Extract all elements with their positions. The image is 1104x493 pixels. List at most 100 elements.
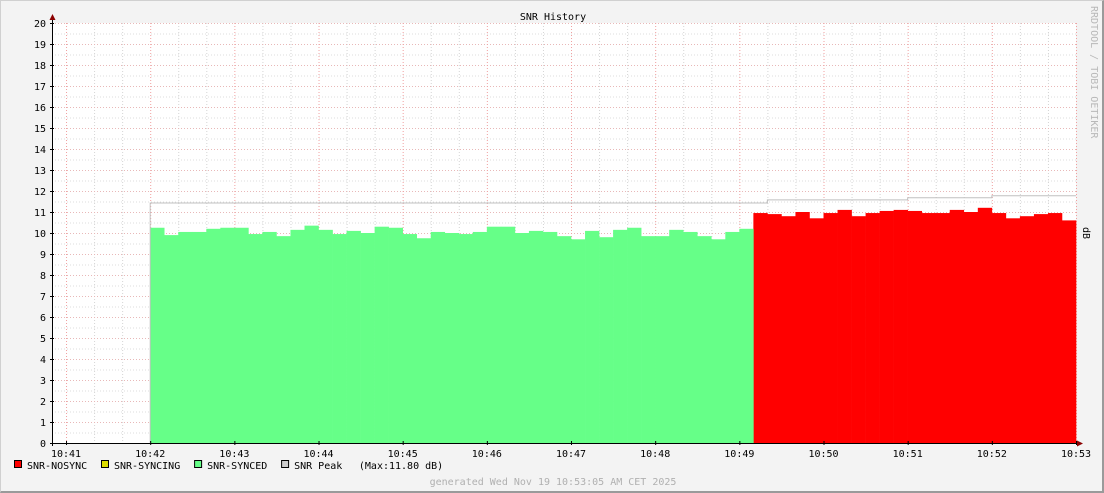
bar-snr-synced	[234, 227, 249, 443]
bar-snr-synced	[528, 230, 544, 443]
x-tick-label: 10:53	[1061, 449, 1091, 460]
chart-title: SNR History	[520, 12, 586, 23]
bar-snr-synced	[613, 229, 628, 443]
bar-snr-synced	[669, 229, 684, 443]
bar-snr-nosync	[963, 212, 979, 443]
bar-snr-synced	[402, 234, 418, 443]
y-axis-label: dB	[1080, 227, 1091, 239]
bar-snr-synced	[248, 234, 263, 443]
bar-snr-nosync	[921, 213, 937, 443]
legend-swatch	[101, 460, 109, 468]
bar-snr-synced	[472, 231, 488, 443]
watermark: RRDTOOL / TOBI OETIKER	[1088, 6, 1099, 139]
y-tick-label: 17	[34, 82, 46, 93]
bar-snr-synced	[500, 226, 516, 443]
legend-swatch	[14, 460, 22, 468]
y-tick-label: 9	[40, 250, 46, 261]
bar-snr-synced	[542, 231, 558, 443]
bar-snr-synced	[486, 226, 502, 443]
legend-swatch	[281, 460, 290, 468]
bar-snr-synced	[178, 231, 193, 443]
bar-snr-synced	[739, 228, 754, 443]
bar-snr-nosync	[907, 210, 922, 443]
bar-snr-synced	[150, 227, 165, 443]
x-tick-label: 10:48	[640, 449, 670, 460]
x-tick-label: 10:52	[977, 449, 1007, 460]
bar-snr-nosync	[1033, 214, 1049, 443]
y-tick-label: 12	[34, 187, 46, 198]
bar-snr-synced	[276, 236, 291, 443]
bar-snr-synced	[655, 236, 670, 443]
x-axis-arrow-icon	[1077, 440, 1083, 447]
bar-snr-nosync	[767, 214, 782, 443]
bar-snr-synced	[571, 239, 586, 443]
bar-snr-nosync	[851, 216, 866, 443]
bar-snr-synced	[627, 227, 642, 443]
y-tick-label: 5	[40, 334, 46, 345]
bar-snr-synced	[206, 228, 221, 443]
bar-snr-nosync	[1061, 220, 1077, 443]
bar-snr-synced	[599, 237, 614, 443]
y-tick-label: 4	[40, 355, 46, 366]
bar-snr-nosync	[949, 209, 965, 443]
y-axis-arrow-icon	[49, 14, 56, 20]
bar-snr-nosync	[823, 213, 838, 443]
bar-snr-synced	[444, 233, 460, 443]
bar-snr-nosync	[1019, 216, 1035, 443]
bar-snr-nosync	[879, 210, 894, 443]
x-tick-label: 10:51	[893, 449, 923, 460]
bar-snr-nosync	[1005, 218, 1021, 443]
y-tick-label: 0	[40, 439, 46, 450]
bar-snr-synced	[458, 234, 474, 443]
y-tick-label: 7	[40, 292, 46, 303]
bar-snr-synced	[220, 227, 235, 443]
bar-snr-nosync	[893, 209, 908, 443]
bar-snr-synced	[556, 236, 572, 443]
bar-snr-nosync	[935, 213, 951, 443]
y-tick-label: 18	[34, 61, 46, 72]
bar-snr-nosync	[809, 218, 824, 443]
bar-snr-synced	[192, 231, 207, 443]
legend-peak-max: (Max:11.80 dB)	[359, 461, 443, 472]
y-tick-label: 6	[40, 313, 46, 324]
bar-snr-nosync	[977, 207, 993, 443]
bar-snr-synced	[641, 236, 656, 443]
bar-snr-nosync	[753, 213, 768, 443]
y-tick-label: 8	[40, 271, 46, 282]
y-tick-label: 10	[34, 229, 46, 240]
y-tick-label: 15	[34, 124, 46, 135]
bar-snr-nosync	[1047, 213, 1063, 443]
x-tick-label: 10:42	[135, 449, 165, 460]
bar-snr-nosync	[781, 216, 796, 443]
x-tick-label: 10:46	[472, 449, 502, 460]
bar-snr-synced	[388, 227, 403, 443]
x-tick-label: 10:47	[556, 449, 586, 460]
bar-snr-synced	[164, 235, 179, 443]
x-tick-label: 10:50	[808, 449, 838, 460]
legend-label: SNR Peak	[294, 461, 342, 472]
bar-snr-synced	[683, 231, 698, 443]
legend-swatch	[194, 460, 203, 468]
bar-snr-synced	[304, 225, 319, 443]
bar-snr-nosync	[865, 213, 880, 443]
bar-snr-synced	[697, 236, 712, 443]
snr-peak-line	[149, 195, 1076, 443]
bar-snr-synced	[332, 234, 347, 443]
y-tick-label: 1	[40, 418, 46, 429]
bar-snr-synced	[290, 229, 305, 443]
bar-snr-synced	[585, 230, 600, 443]
legend-label: SNR-SYNCING	[114, 461, 180, 472]
bar-snr-synced	[725, 231, 740, 443]
bar-snr-synced	[262, 231, 277, 443]
bar-snr-nosync	[837, 209, 852, 443]
x-tick-label: 10:41	[51, 449, 81, 460]
x-tick-label: 10:44	[303, 449, 333, 460]
bar-snr-synced	[318, 229, 333, 443]
bar-snr-synced	[360, 233, 375, 443]
x-tick-label: 10:43	[219, 449, 249, 460]
bar-snr-synced	[374, 226, 389, 443]
y-tick-label: 11	[34, 208, 46, 219]
bar-snr-synced	[430, 231, 446, 443]
y-tick-label: 14	[34, 145, 46, 156]
